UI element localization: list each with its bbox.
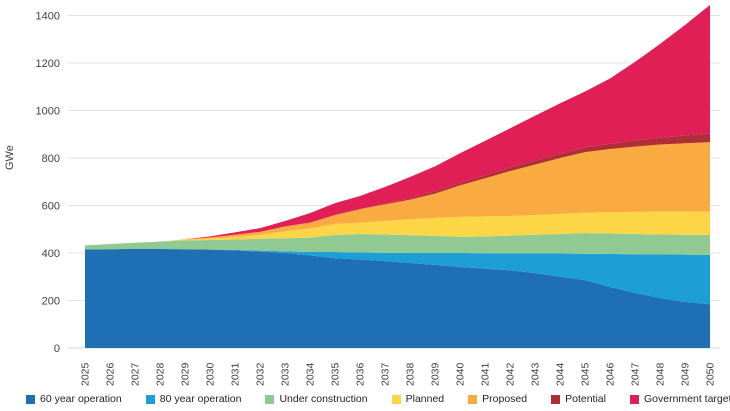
y-tick-label: 0 xyxy=(54,343,60,355)
x-tick-label: 2036 xyxy=(355,362,367,386)
y-axis-title: GWe xyxy=(4,145,16,170)
legend-label: Planned xyxy=(405,392,445,405)
legend-label: Under construction xyxy=(279,392,368,405)
x-tick-label: 2034 xyxy=(305,362,317,386)
x-tick-label: 2032 xyxy=(255,362,267,386)
x-tick-label: 2048 xyxy=(655,362,667,386)
x-tick-label: 2026 xyxy=(105,362,117,386)
legend-item: 80 year operation xyxy=(145,392,242,405)
legend-item: Proposed xyxy=(468,394,527,405)
x-tick-label: 2035 xyxy=(330,362,342,386)
x-tick-label: 2029 xyxy=(180,362,192,386)
legend-item: Government target xyxy=(629,392,730,405)
legend-swatch-icon xyxy=(26,394,35,404)
legend-swatch-icon xyxy=(551,394,561,404)
area-80-year-operation xyxy=(85,248,710,305)
y-tick-label: 1200 xyxy=(36,58,60,70)
y-tick-label: 200 xyxy=(42,295,60,307)
area-government-target xyxy=(85,4,710,246)
legend-label: Government target xyxy=(643,392,730,405)
legend-label: 80 year operation xyxy=(159,392,242,405)
stacked-area-chart: 0 200 400 600 800 1000 1200 1400 GWe 2025 2026 2027… xyxy=(4,4,720,386)
x-tick-label: 2044 xyxy=(555,362,567,386)
legend-swatch-icon xyxy=(265,394,275,404)
y-tick-label: 400 xyxy=(42,248,60,260)
legend-item: 60 year operation xyxy=(26,394,122,405)
x-tick-label: 2030 xyxy=(205,362,217,386)
area-under-construction xyxy=(85,233,710,255)
x-tick-label: 2047 xyxy=(630,362,642,386)
legend-item: Under construction xyxy=(265,392,368,405)
x-tick-label: 2050 xyxy=(705,362,717,386)
legend-label: 60 year operation xyxy=(40,392,122,405)
area-proposed xyxy=(85,142,710,246)
x-tick-label: 2040 xyxy=(455,362,467,386)
x-tick-label: 2037 xyxy=(380,362,392,386)
x-tick-label: 2028 xyxy=(155,362,167,386)
x-tick-label: 2041 xyxy=(480,362,492,386)
x-tick-label: 2045 xyxy=(580,362,592,386)
x-tick-label: 2042 xyxy=(505,362,517,386)
area-60-year-operation xyxy=(85,248,710,348)
legend-label: Potential xyxy=(565,392,606,405)
x-tick-label: 2025 xyxy=(80,362,92,386)
chart-legend: 60 year operation 80 year operation Under … xyxy=(26,390,730,408)
legend-item: Planned xyxy=(391,392,445,405)
legend-label: Proposed xyxy=(482,392,528,405)
legend-swatch-icon xyxy=(145,394,155,404)
legend-item: Potential xyxy=(551,394,606,405)
legend-swatch-icon xyxy=(391,394,401,404)
y-tick-label: 1400 xyxy=(36,10,60,22)
y-tick-label: 600 xyxy=(42,200,60,212)
x-tick-label: 2039 xyxy=(430,362,442,386)
area-planned xyxy=(85,211,710,246)
x-tick-label: 2027 xyxy=(130,362,142,386)
y-tick-label: 800 xyxy=(42,153,60,165)
y-tick-label: 1000 xyxy=(36,105,60,117)
area-potential xyxy=(85,133,710,246)
legend-swatch-icon xyxy=(468,394,478,404)
x-tick-label: 2046 xyxy=(605,362,617,386)
x-tick-label: 2043 xyxy=(530,362,542,386)
legend-swatch-icon xyxy=(629,394,639,404)
x-tick-label: 2033 xyxy=(280,362,292,386)
x-tick-label: 2049 xyxy=(680,362,692,386)
x-tick-label: 2038 xyxy=(405,362,417,386)
x-tick-label: 2031 xyxy=(230,362,242,386)
